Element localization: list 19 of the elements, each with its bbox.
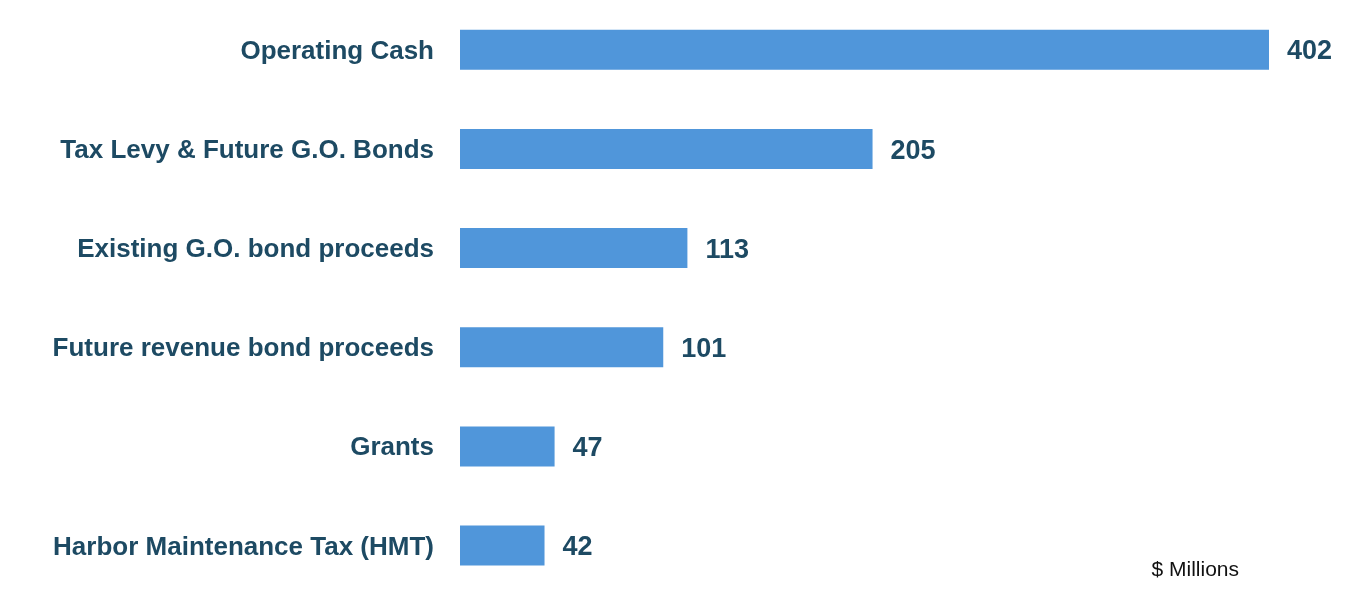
data-label: 402 [1287, 35, 1333, 66]
data-label: 205 [890, 134, 936, 165]
bar [460, 327, 664, 368]
bar [460, 29, 1269, 70]
bar [460, 128, 873, 169]
data-label: 47 [572, 432, 603, 462]
y-tick-label: Existing G.O. bond proceeds [77, 233, 434, 264]
annotation: $ Millions [1151, 557, 1239, 581]
y-tick-label: Tax Levy & Future G.O. Bonds [60, 133, 434, 164]
bar [460, 525, 545, 566]
y-tick-label: Grants [350, 431, 434, 462]
y-tick-label: Operating Cash [240, 34, 434, 65]
data-label: 113 [705, 233, 749, 264]
y-tick-label: Harbor Maintenance Tax (HMT) [53, 530, 434, 561]
y-tick-label: Future revenue bond proceeds [52, 332, 434, 363]
data-label: 42 [562, 531, 593, 562]
bar [460, 228, 688, 269]
bar [460, 426, 555, 467]
data-label: 101 [681, 332, 727, 363]
